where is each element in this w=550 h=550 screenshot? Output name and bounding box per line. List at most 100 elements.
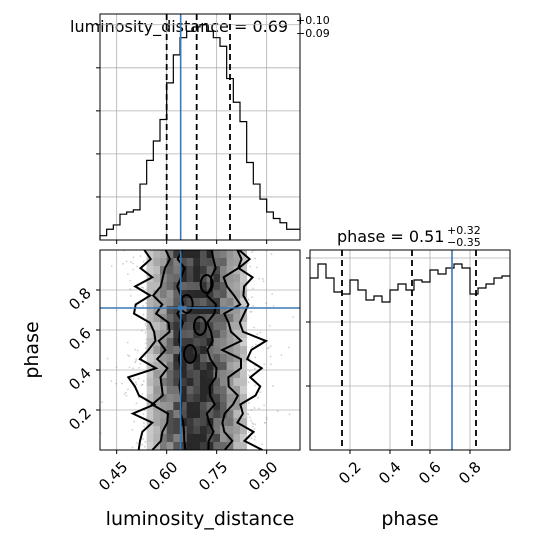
- density-cell: [173, 338, 181, 347]
- density-cell: [240, 306, 248, 315]
- density-cell: [240, 338, 248, 347]
- density-cell: [213, 362, 221, 371]
- density-cell: [206, 346, 214, 355]
- scatter-point: [132, 268, 135, 271]
- density-cell: [193, 394, 201, 403]
- density-cell: [153, 362, 161, 371]
- yaxis-label-phase: phase: [21, 321, 43, 378]
- density-cell: [200, 258, 208, 267]
- density-cell: [180, 258, 188, 267]
- density-cell: [233, 362, 241, 371]
- density-cell: [186, 282, 194, 291]
- density-cell: [213, 282, 221, 291]
- scatter-point: [134, 361, 136, 364]
- scatter-point: [130, 260, 132, 263]
- density-cell: [193, 290, 201, 299]
- density-cell: [166, 338, 174, 347]
- scatter-point: [255, 266, 258, 269]
- density-cell: [200, 250, 208, 259]
- scatter-point: [251, 345, 254, 348]
- density-cell: [213, 306, 221, 315]
- scatter-point: [126, 341, 129, 344]
- density-cell: [220, 250, 228, 259]
- density-cell: [173, 298, 181, 307]
- density-cell: [233, 330, 241, 339]
- scatter-point: [254, 384, 256, 387]
- scatter-point: [129, 288, 132, 290]
- density-cell: [213, 314, 221, 323]
- density-cell: [153, 378, 161, 387]
- density-cell: [166, 290, 174, 299]
- density-cell: [200, 442, 208, 450]
- scatter-point: [247, 402, 250, 404]
- scatter-point: [143, 425, 146, 428]
- density-cell: [186, 354, 194, 363]
- density-cell: [180, 442, 188, 450]
- scatter-point: [123, 393, 126, 395]
- density-cell: [206, 410, 214, 419]
- title-lumdist-sup: +0.10: [296, 14, 330, 27]
- scatter-point: [261, 443, 263, 446]
- density-cell: [153, 410, 161, 419]
- scatter-point: [138, 366, 140, 369]
- density-cell: [153, 274, 161, 283]
- density-cell: [166, 250, 174, 259]
- density-cell: [213, 330, 221, 339]
- density-cell: [233, 290, 241, 299]
- scatter-point: [125, 394, 128, 397]
- density-cell: [193, 418, 201, 427]
- scatter-point: [265, 416, 268, 419]
- scatter-point: [248, 374, 250, 377]
- density-cell: [200, 434, 208, 443]
- density-cell: [173, 290, 181, 299]
- xtick-label: 0.6: [415, 458, 445, 488]
- density-cell: [166, 410, 174, 419]
- density-cell: [200, 266, 208, 275]
- density-cell: [226, 314, 234, 323]
- density-cell: [193, 258, 201, 267]
- scatter-point: [287, 346, 290, 349]
- scatter-point: [253, 428, 256, 430]
- scatter-point: [142, 260, 145, 263]
- density-cell: [233, 346, 241, 355]
- density-cell: [153, 330, 161, 339]
- density-cell: [160, 442, 168, 450]
- density-cell: [220, 290, 228, 299]
- scatter-point: [137, 377, 140, 380]
- scatter-point: [141, 443, 144, 446]
- density-cell: [180, 274, 188, 283]
- contour-island: [193, 316, 207, 336]
- density-cell: [160, 258, 168, 267]
- scatter-point: [142, 305, 144, 307]
- density-cell: [200, 410, 208, 419]
- density-cell: [180, 322, 188, 331]
- scatter-point: [127, 388, 129, 391]
- scatter-point: [135, 383, 138, 386]
- density-cell: [193, 282, 201, 291]
- scatter-point: [145, 342, 147, 345]
- density-cell: [186, 250, 194, 259]
- density-cell: [200, 346, 208, 355]
- density-cell: [240, 442, 248, 450]
- density-cell: [166, 370, 174, 379]
- density-cell: [226, 290, 234, 299]
- density-cell: [206, 266, 214, 275]
- density-cell: [213, 338, 221, 347]
- scatter-point: [262, 280, 265, 283]
- title-lumdist-main: luminosity_distance = 0.69: [70, 17, 288, 37]
- density-cell: [240, 386, 248, 395]
- title-phase: phase = 0.51 +0.32 −0.35: [337, 224, 481, 249]
- density-cell: [213, 274, 221, 283]
- density-cell: [240, 418, 248, 427]
- scatter-point: [258, 407, 261, 410]
- density-cell: [233, 402, 241, 411]
- density-cell: [200, 354, 208, 363]
- density-cell: [146, 410, 154, 419]
- density-cell: [193, 442, 201, 450]
- scatter-point: [250, 310, 253, 313]
- density-cell: [220, 402, 228, 411]
- density-cell: [213, 434, 221, 443]
- density-cell: [193, 322, 201, 331]
- density-cell: [213, 442, 221, 450]
- density-cell: [233, 378, 241, 387]
